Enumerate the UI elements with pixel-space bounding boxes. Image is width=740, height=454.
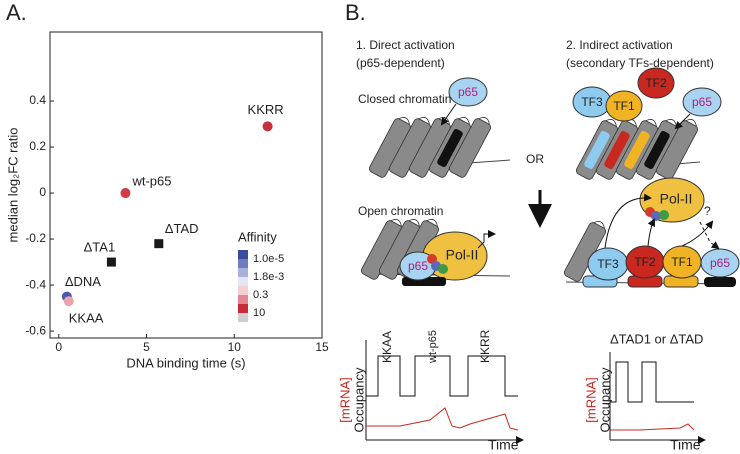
point-label: ΔTA1 <box>84 240 116 255</box>
point-label: ΔTAD <box>165 221 199 236</box>
tf-label: p65 <box>458 85 478 99</box>
legend-label: 1.0e-5 <box>253 253 284 265</box>
tf-label: TF1 <box>671 255 693 269</box>
plot-frame <box>49 31 323 339</box>
point <box>106 257 116 267</box>
heading: (p65-dependent) <box>356 56 445 70</box>
tf2 <box>637 67 675 99</box>
tf-label: TF2 <box>634 255 656 269</box>
x-tick-label: 10 <box>228 340 242 354</box>
tf-label: TF1 <box>613 99 635 113</box>
nucleosomes <box>574 115 702 182</box>
trace-label: wt-p65 <box>427 330 439 364</box>
colorbar-swatch <box>238 304 248 313</box>
scatter-chart: -0.6 -0.4 -0.2 0 0.2 0.4 0 5 10 15 DNA binding tim… <box>5 31 329 370</box>
colorbar-swatch <box>238 277 248 286</box>
point <box>262 121 273 132</box>
y-tick-label: 0 <box>39 185 46 199</box>
tf-label: p65 <box>710 256 730 270</box>
x-tick-label: 15 <box>315 340 329 354</box>
point <box>63 296 74 307</box>
heading: 2. Indirect activation <box>566 38 673 52</box>
y-tick-label: 0.4 <box>29 93 46 107</box>
axis-label: [mRNA] <box>337 377 352 423</box>
colorbar-swatch <box>238 295 248 304</box>
label: Closed chromatin <box>358 92 451 106</box>
label: ? <box>704 204 711 218</box>
panel-label: A. <box>6 0 27 25</box>
x-tick-label: 5 <box>143 340 150 354</box>
trace-plot <box>365 340 524 444</box>
tf-label: p65 <box>692 95 712 109</box>
p65 <box>682 87 722 117</box>
x-axis-label: DNA binding time (s) <box>126 355 245 370</box>
tf1 <box>605 90 643 122</box>
trace-label: KKRR <box>478 329 492 363</box>
y-tick-label: 0.2 <box>29 139 46 153</box>
point-label: KKAA <box>69 311 104 326</box>
tf-label: TF3 <box>597 257 619 271</box>
tf-label: Pol-II <box>660 191 693 207</box>
nucleosomes <box>367 113 511 180</box>
y-tick-label: -0.6 <box>25 323 46 337</box>
tf-label: p65 <box>408 259 428 273</box>
trace-label: KKAA <box>380 331 394 363</box>
heading: (secondary TFs-dependent) <box>566 56 714 70</box>
legend-label: 10 <box>253 307 265 319</box>
tf-label: TF2 <box>645 76 667 90</box>
p65 <box>448 77 488 107</box>
panel-label: B. <box>345 0 366 25</box>
tf-label: Pol-II <box>446 247 479 263</box>
colorbar-swatch <box>238 313 248 322</box>
point-label: KKRR <box>248 102 284 117</box>
colorbar-swatch <box>238 259 248 268</box>
arrow <box>477 230 496 249</box>
point-label: ΔDNA <box>65 274 101 289</box>
heading: 1. Direct activation <box>356 38 455 52</box>
legend-label: 1.8e-3 <box>253 271 284 283</box>
legend-title: Affinity <box>238 229 277 244</box>
legend-label: 0.3 <box>253 289 268 301</box>
tf-label: TF3 <box>581 95 603 109</box>
colorbar-swatch <box>238 268 248 277</box>
colorbar-swatch <box>238 286 248 295</box>
point <box>154 239 164 249</box>
y-tick-label: -0.4 <box>25 277 46 291</box>
trace-plot <box>609 352 706 444</box>
x-tick-label: 0 <box>55 340 62 354</box>
label: OR <box>526 152 544 166</box>
label: Open chromatin <box>358 204 443 218</box>
cofactor <box>438 264 448 274</box>
y-tick-label: -0.2 <box>25 231 46 245</box>
axis-label: [mRNA] <box>583 377 598 423</box>
trace-label: ΔTAD1 or ΔTAD <box>610 331 703 346</box>
axis-label: Time <box>670 437 701 453</box>
axis-label: Occupancy <box>597 367 612 433</box>
point <box>120 188 131 199</box>
point-label: wt-p65 <box>131 173 171 188</box>
y-axis-label: median log₂FC ratio <box>5 128 20 243</box>
axis-label: Time <box>488 437 519 453</box>
colorbar-swatch <box>238 250 248 259</box>
axis-label: Occupancy <box>351 367 366 433</box>
